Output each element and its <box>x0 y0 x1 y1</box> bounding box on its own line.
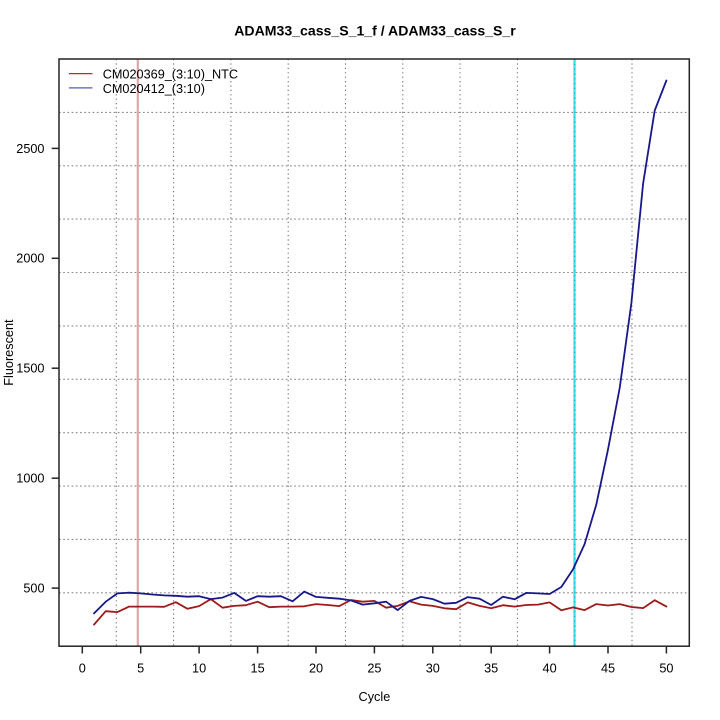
svg-text:20: 20 <box>309 661 323 675</box>
svg-text:2000: 2000 <box>16 252 44 266</box>
svg-text:10: 10 <box>192 661 206 675</box>
svg-text:50: 50 <box>659 661 673 675</box>
svg-text:1000: 1000 <box>16 472 44 486</box>
svg-text:2500: 2500 <box>16 142 44 156</box>
svg-text:CM020369_(3:10)_NTC: CM020369_(3:10)_NTC <box>103 68 238 82</box>
svg-text:40: 40 <box>543 661 557 675</box>
svg-text:25: 25 <box>367 661 381 675</box>
svg-text:CM020412_(3:10): CM020412_(3:10) <box>103 82 205 96</box>
svg-text:35: 35 <box>484 661 498 675</box>
svg-text:1500: 1500 <box>16 362 44 376</box>
svg-text:15: 15 <box>251 661 265 675</box>
svg-text:45: 45 <box>601 661 615 675</box>
svg-text:500: 500 <box>23 582 44 596</box>
svg-text:Fluorescent: Fluorescent <box>2 319 16 386</box>
svg-text:0: 0 <box>79 661 86 675</box>
svg-text:30: 30 <box>426 661 440 675</box>
svg-text:5: 5 <box>137 661 144 675</box>
svg-text:ADAM33_cass_S_1_f / ADAM33_cas: ADAM33_cass_S_1_f / ADAM33_cass_S_r <box>234 23 516 39</box>
svg-text:Cycle: Cycle <box>359 690 391 704</box>
